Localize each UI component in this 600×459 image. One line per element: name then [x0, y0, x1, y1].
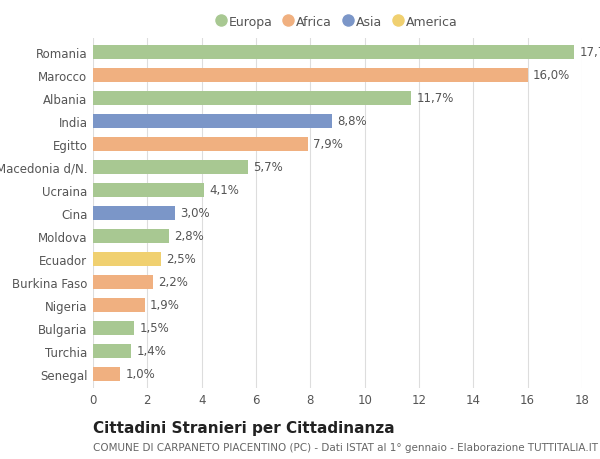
Text: 4,1%: 4,1% [210, 184, 239, 197]
Text: 2,5%: 2,5% [166, 253, 196, 266]
Bar [93, 230, 169, 243]
Text: 3,0%: 3,0% [180, 207, 209, 220]
Bar [93, 207, 175, 220]
Bar [93, 138, 308, 151]
Text: 5,7%: 5,7% [253, 161, 283, 174]
Bar [93, 46, 574, 60]
Legend: Europa, Africa, Asia, America: Europa, Africa, Asia, America [217, 17, 458, 29]
Text: 2,8%: 2,8% [175, 230, 204, 243]
Text: 1,9%: 1,9% [150, 299, 180, 312]
Bar [93, 161, 248, 174]
Bar [93, 367, 120, 381]
Bar [93, 344, 131, 358]
Text: 1,0%: 1,0% [125, 368, 155, 381]
Text: Cittadini Stranieri per Cittadinanza: Cittadini Stranieri per Cittadinanza [93, 420, 395, 435]
Text: 16,0%: 16,0% [533, 69, 571, 82]
Text: 17,7%: 17,7% [579, 46, 600, 59]
Text: COMUNE DI CARPANETO PIACENTINO (PC) - Dati ISTAT al 1° gennaio - Elaborazione TU: COMUNE DI CARPANETO PIACENTINO (PC) - Da… [93, 442, 598, 452]
Bar [93, 92, 411, 106]
Text: 1,5%: 1,5% [139, 322, 169, 335]
Text: 11,7%: 11,7% [416, 92, 454, 105]
Text: 7,9%: 7,9% [313, 138, 343, 151]
Bar [93, 275, 153, 289]
Text: 2,2%: 2,2% [158, 276, 188, 289]
Bar [93, 298, 145, 312]
Bar [93, 115, 332, 129]
Bar [93, 184, 205, 197]
Bar [93, 69, 527, 83]
Bar [93, 252, 161, 266]
Bar [93, 321, 134, 335]
Text: 8,8%: 8,8% [337, 115, 367, 128]
Text: 1,4%: 1,4% [136, 345, 166, 358]
